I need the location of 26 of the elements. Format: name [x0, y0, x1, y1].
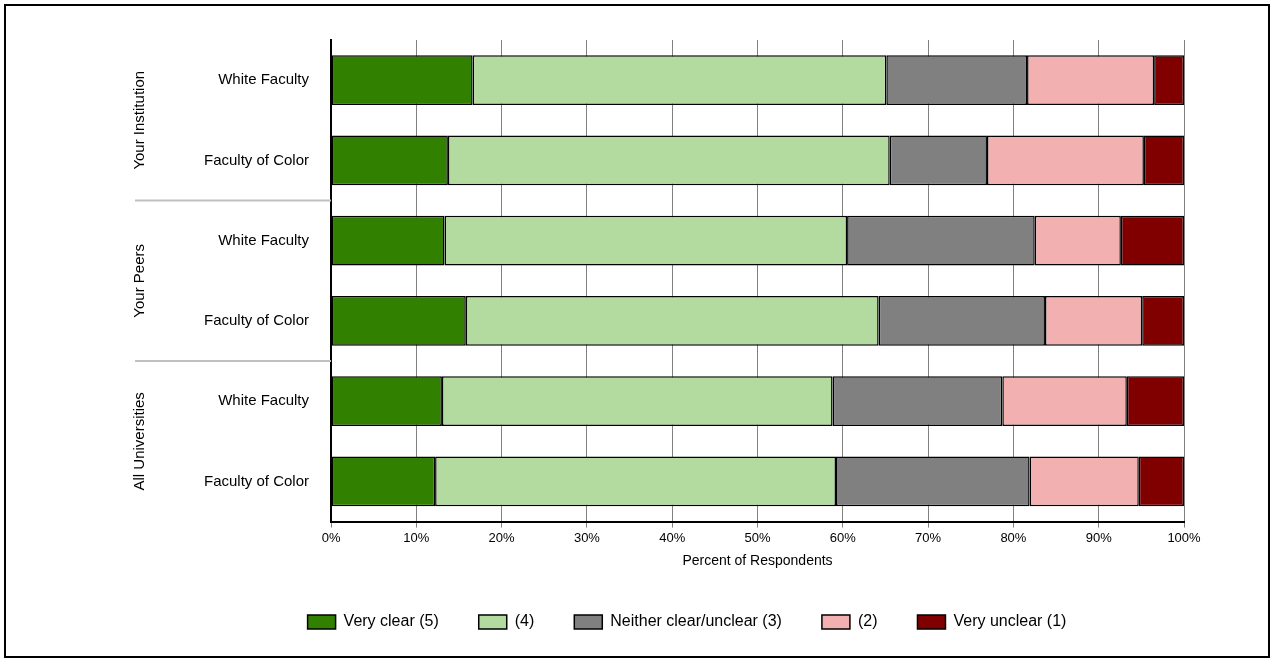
x-tick-label: 60%	[829, 529, 857, 545]
legend-label: Neither clear/unclear (3)	[610, 612, 782, 630]
x-tick-label: 50%	[744, 529, 771, 545]
x-tick-label: 0%	[321, 529, 341, 545]
x-tick-label: 40%	[659, 529, 686, 545]
y-tick-label: Faculty of Color	[203, 311, 310, 329]
x-axis-title: Percent of Respondents	[682, 552, 833, 569]
y-tick-label: White Faculty	[218, 70, 310, 88]
text: All Universities	[130, 392, 148, 491]
legend-label: Very unclear (1)	[953, 612, 1067, 630]
text: Your Institution	[130, 70, 148, 170]
x-tick-label: 90%	[1085, 529, 1113, 545]
legend-label: (2)	[857, 612, 878, 630]
x-tick-label: 20%	[488, 529, 516, 545]
y-tick-label: White Faculty	[218, 230, 310, 248]
y-tick-label: White Faculty	[218, 391, 310, 409]
y-tick-label: Faculty of Color	[203, 471, 310, 489]
legend-label: Very clear (5)	[343, 612, 439, 630]
legend-label: (4)	[514, 612, 535, 630]
x-tick-label: 70%	[915, 529, 942, 545]
x-tick-label: 80%	[1000, 529, 1027, 545]
x-tick-label: 30%	[573, 529, 601, 545]
x-tick-label: 10%	[403, 529, 430, 545]
y-tick-label: Faculty of Color	[203, 150, 310, 168]
text: Your Peers	[130, 243, 148, 318]
x-tick-label: 100%	[1167, 529, 1202, 545]
